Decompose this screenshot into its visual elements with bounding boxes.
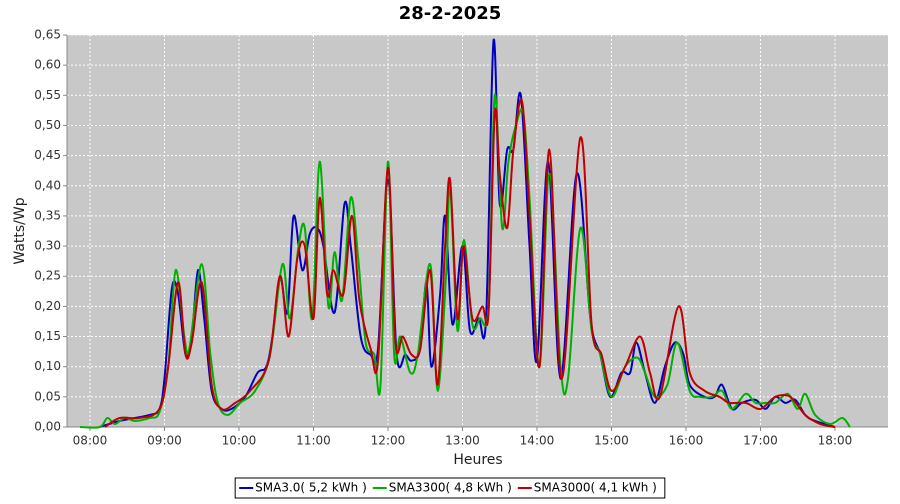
x-tick-label: 08:00 — [73, 434, 108, 448]
y-tick-label: 0,25 — [34, 269, 61, 283]
x-tick-label: 10:00 — [222, 434, 257, 448]
x-tick-label: 12:00 — [371, 434, 406, 448]
x-tick-label: 09:00 — [147, 434, 182, 448]
x-axis-title: Heures — [453, 452, 502, 468]
chart-title: 28-2-2025 — [399, 3, 502, 24]
legend: SMA3.0( 5,2 kWh ) SMA3300( 4,8 kWh ) SMA30… — [234, 477, 666, 499]
y-tick-label: 0,55 — [34, 88, 61, 102]
y-tick-label: 0,40 — [34, 178, 61, 192]
legend-label: SMA3000( 4,1 kWh ) — [534, 481, 657, 495]
y-tick-label: 0,10 — [34, 359, 61, 373]
y-tick-label: 0,20 — [34, 299, 61, 313]
y-tick-label: 0,50 — [34, 118, 61, 132]
y-tick-label: 0,65 — [34, 28, 61, 42]
legend-box — [234, 477, 666, 499]
y-tick-label: 0,00 — [34, 420, 61, 434]
x-tick-label: 17:00 — [743, 434, 778, 448]
legend-label: SMA3300( 4,8 kWh ) — [389, 481, 512, 495]
lines — [80, 38, 851, 429]
x-tick-label: 13:00 — [445, 434, 480, 448]
y-tick-label: 0,45 — [34, 148, 61, 162]
x-tick-label: 18:00 — [818, 434, 853, 448]
legend-label: SMA3.0( 5,2 kWh ) — [255, 481, 367, 495]
y-tick-label: 0,15 — [34, 329, 61, 343]
x-tick-label: 16:00 — [669, 434, 704, 448]
series-line — [80, 93, 851, 429]
y-tick-label: 0,60 — [34, 58, 61, 72]
x-tick-label: 15:00 — [594, 434, 629, 448]
y-tick-label: 0,30 — [34, 239, 61, 253]
x-tick-label: 11:00 — [296, 434, 331, 448]
series-line — [104, 98, 836, 428]
plot-area — [67, 35, 888, 427]
x-tick-label: 14:00 — [520, 434, 555, 448]
y-tick-label: 0,35 — [34, 208, 61, 222]
y-axis-title: Watts/Wp — [12, 197, 28, 264]
y-tick-label: 0,05 — [34, 389, 61, 403]
